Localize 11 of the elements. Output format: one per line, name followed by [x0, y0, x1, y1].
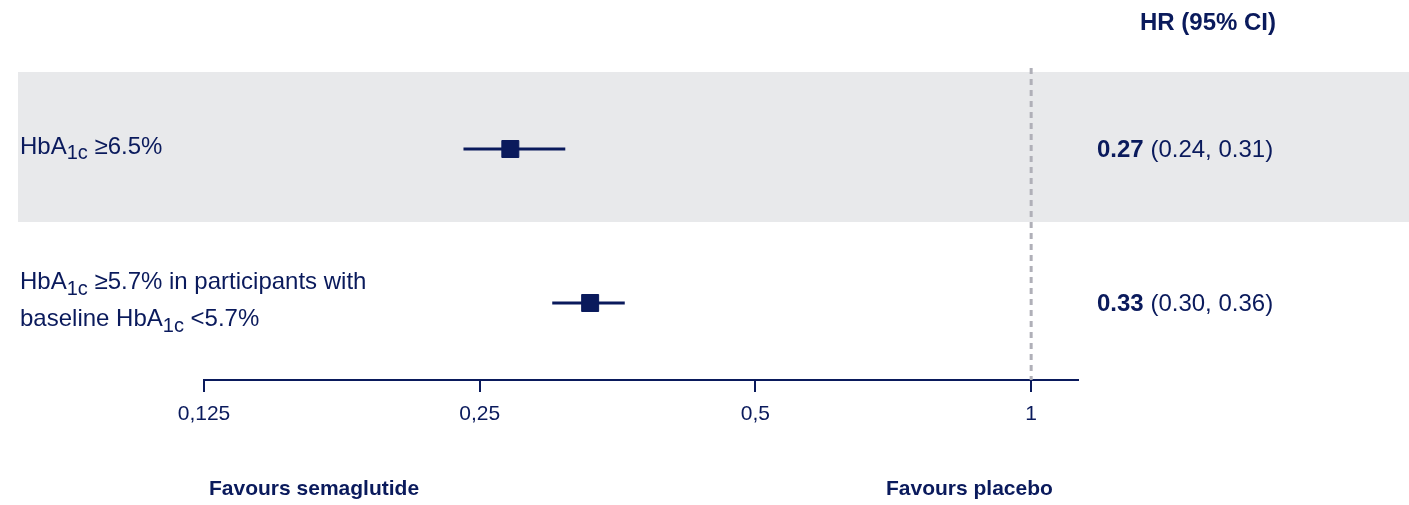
y-tick-label: HbA$_{1c}$ ≥6.5%: [20, 130, 164, 166]
x-tick-label: 0,5: [740, 401, 771, 425]
text: HR (95% CI): [1140, 8, 1277, 36]
x-tick-label: 0,125: [177, 401, 231, 425]
data-label: 0.33 (0.30, 0.36): [1097, 289, 1274, 317]
x-tick-label: 0,25: [459, 401, 501, 425]
text: Favours placebo: [886, 476, 1053, 500]
y-tick-label: HbA$_{1c}$ ≥5.7% in participants with baseline HbA$_{1c}$ <5.7%: [20, 266, 368, 338]
x-tick-label: 1: [1025, 401, 1037, 425]
data-label: 0.27 (0.24, 0.31): [1097, 135, 1274, 163]
text: Favours semaglutide: [209, 476, 420, 500]
